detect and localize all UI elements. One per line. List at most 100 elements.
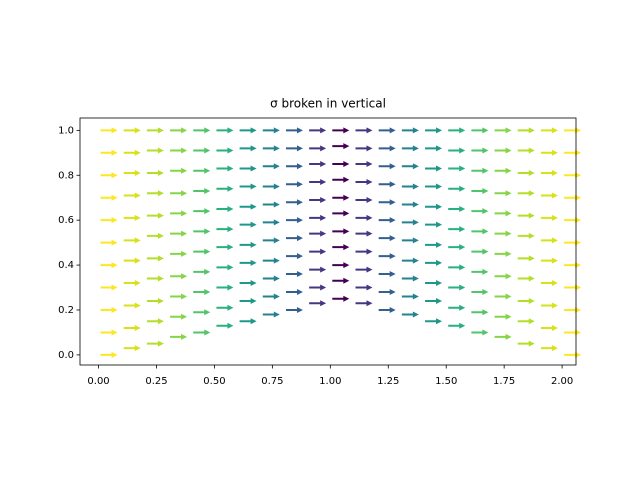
arrow [564, 351, 582, 358]
arrow [355, 145, 373, 152]
arrow [285, 306, 303, 313]
arrow [309, 127, 327, 134]
arrow [123, 127, 141, 134]
chart-title: σ broken in vertical [270, 97, 386, 111]
arrow [355, 300, 373, 307]
arrow [146, 340, 164, 347]
arrow [425, 280, 443, 287]
arrow [471, 309, 489, 316]
arrow [448, 165, 466, 172]
arrow [309, 266, 327, 273]
arrow [332, 228, 350, 235]
arrow [448, 147, 466, 154]
arrow [193, 208, 211, 215]
arrow [448, 322, 466, 329]
arrow [425, 221, 443, 228]
arrow [378, 163, 396, 170]
arrow [425, 183, 443, 190]
x-tick-label: 2.00 [551, 376, 573, 387]
arrow [123, 237, 141, 244]
x-tick-label: 0.75 [261, 376, 283, 387]
arrow [540, 127, 558, 134]
arrow [378, 145, 396, 152]
arrow [262, 219, 280, 226]
arrow [262, 201, 280, 208]
arrow [285, 145, 303, 152]
arrow [123, 345, 141, 352]
arrow [378, 217, 396, 224]
arrow [564, 239, 582, 246]
arrow [100, 194, 118, 201]
arrow [564, 217, 582, 224]
x-tick-label: 0.50 [203, 376, 225, 387]
arrow [540, 170, 558, 177]
arrow [494, 313, 512, 320]
arrow [517, 275, 535, 282]
arrow [448, 226, 466, 233]
arrow [332, 277, 350, 284]
arrow [564, 172, 582, 179]
arrow [262, 275, 280, 282]
arrow [564, 194, 582, 201]
arrow [309, 145, 327, 152]
arrow [170, 167, 188, 174]
arrow [193, 167, 211, 174]
arrow [100, 239, 118, 246]
arrow [378, 199, 396, 206]
arrow [494, 273, 512, 280]
arrow [401, 201, 419, 208]
arrow [216, 284, 234, 291]
arrow [517, 190, 535, 197]
arrow [355, 161, 373, 168]
arrow [564, 306, 582, 313]
arrow [146, 298, 164, 305]
arrow [517, 340, 535, 347]
arrow [216, 205, 234, 212]
arrow [494, 167, 512, 174]
arrow [100, 329, 118, 336]
y-tick-label: 0.6 [58, 215, 74, 226]
arrow [540, 345, 558, 352]
arrow [170, 127, 188, 134]
arrow [239, 183, 257, 190]
arrow [146, 275, 164, 282]
arrow [170, 190, 188, 197]
arrow [285, 253, 303, 260]
arrow [262, 257, 280, 264]
arrow [262, 293, 280, 300]
arrow [285, 127, 303, 134]
arrow [170, 333, 188, 340]
arrow [170, 273, 188, 280]
arrow [355, 230, 373, 237]
arrow [100, 262, 118, 269]
x-tick-label: 1.75 [493, 376, 515, 387]
arrow [239, 280, 257, 287]
arrow [239, 298, 257, 305]
arrow [285, 163, 303, 170]
arrow [540, 302, 558, 309]
arrow [401, 237, 419, 244]
arrow [471, 268, 489, 275]
arrow [239, 318, 257, 325]
arrow [517, 298, 535, 305]
arrow [239, 241, 257, 248]
arrow [355, 127, 373, 134]
arrow [378, 289, 396, 296]
arrow [262, 127, 280, 134]
arrow [193, 228, 211, 235]
arrow [170, 313, 188, 320]
arrow [332, 295, 350, 302]
arrow [425, 203, 443, 210]
arrow [471, 248, 489, 255]
arrow [216, 185, 234, 192]
arrow [100, 306, 118, 313]
arrow [540, 214, 558, 221]
arrow [332, 262, 350, 269]
arrow [216, 127, 234, 134]
arrow [494, 127, 512, 134]
arrow [239, 259, 257, 266]
arrow [239, 203, 257, 210]
arrow [401, 257, 419, 264]
